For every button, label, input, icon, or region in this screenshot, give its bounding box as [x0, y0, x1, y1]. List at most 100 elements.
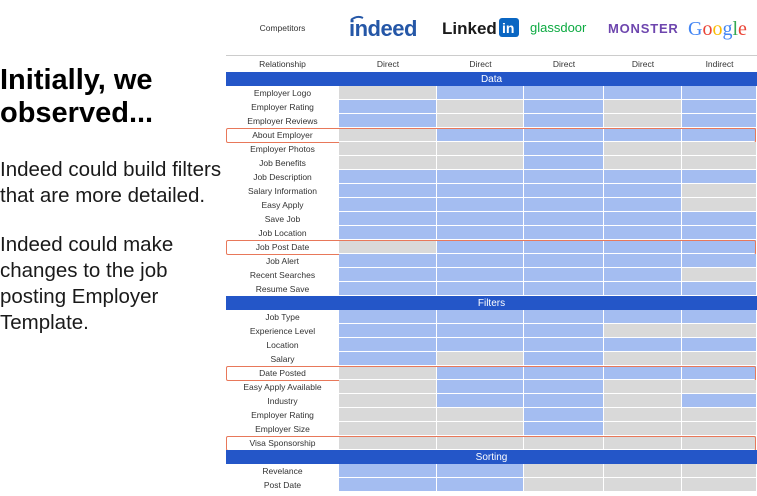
relationship-glassdoor: Direct [524, 55, 604, 72]
supported-cell [682, 254, 757, 268]
unsupported-cell [524, 478, 604, 492]
supported-cell [682, 226, 757, 240]
supported-cell [604, 268, 682, 282]
unsupported-cell [437, 422, 524, 436]
section-header-data: Data [226, 72, 757, 86]
unsupported-cell [682, 156, 757, 170]
observation-1: Indeed could build filters that are more… [0, 158, 222, 207]
supported-cell [524, 114, 604, 128]
unsupported-cell [682, 352, 757, 366]
supported-cell [339, 282, 437, 296]
supported-cell [524, 156, 604, 170]
relationship-label: Relationship [226, 55, 339, 72]
unsupported-cell [682, 464, 757, 478]
feature-label: Experience Level [249, 326, 316, 336]
unsupported-cell [437, 408, 524, 422]
feature-label: Visa Sponsorship [249, 438, 316, 448]
unsupported-cell [682, 478, 757, 492]
supported-cell [339, 254, 437, 268]
unsupported-cell [604, 464, 682, 478]
supported-cell [524, 198, 604, 212]
unsupported-cell [682, 142, 757, 156]
supported-cell [437, 170, 524, 184]
feature-label: Job Post Date [255, 242, 310, 252]
svg-text:indeed: indeed [349, 16, 417, 41]
feature-label: Location [266, 340, 299, 350]
unsupported-cell [437, 114, 524, 128]
supported-cell [604, 338, 682, 352]
svg-text:Google: Google [688, 18, 747, 40]
competitors-label: Competitors [259, 22, 306, 33]
feature-label: Employer Photos [250, 144, 315, 154]
unsupported-cell [339, 380, 437, 394]
unsupported-cell [604, 380, 682, 394]
unsupported-cell [682, 198, 757, 212]
supported-cell [524, 394, 604, 408]
linkedin-logo: Linked in [437, 0, 524, 55]
unsupported-cell [604, 408, 682, 422]
unsupported-cell [524, 464, 604, 478]
supported-cell [339, 226, 437, 240]
supported-cell [437, 464, 524, 478]
feature-label: Employer Size [255, 424, 310, 434]
supported-cell [339, 478, 437, 492]
supported-cell [437, 380, 524, 394]
supported-cell [524, 380, 604, 394]
feature-label: Salary Information [248, 186, 317, 196]
supported-cell [524, 226, 604, 240]
unsupported-cell [339, 86, 437, 100]
supported-cell [524, 212, 604, 226]
section-header-sorting: Sorting [226, 450, 757, 464]
supported-cell [682, 86, 757, 100]
feature-label: Employer Rating [251, 102, 314, 112]
slide-heading: Initially, we observed... [0, 64, 154, 129]
feature-label: Date Posted [259, 368, 306, 378]
unsupported-cell [339, 394, 437, 408]
supported-cell [437, 254, 524, 268]
supported-cell [524, 184, 604, 198]
unsupported-cell [437, 352, 524, 366]
supported-cell [339, 198, 437, 212]
supported-cell [524, 422, 604, 436]
supported-cell [604, 170, 682, 184]
supported-cell [437, 394, 524, 408]
unsupported-cell [682, 324, 757, 338]
feature-label: Job Type [265, 312, 300, 322]
supported-cell [524, 352, 604, 366]
feature-label: Employer Rating [251, 410, 314, 420]
feature-label: Job Location [258, 228, 307, 238]
supported-cell [604, 226, 682, 240]
unsupported-cell [339, 156, 437, 170]
supported-cell [604, 184, 682, 198]
supported-cell [339, 352, 437, 366]
glassdoor-logo: glassdoor [524, 0, 604, 55]
supported-cell [682, 170, 757, 184]
supported-cell [437, 310, 524, 324]
supported-cell [604, 198, 682, 212]
svg-text:glassdoor: glassdoor [530, 20, 587, 35]
monster-logo: MONSTER [604, 0, 682, 55]
svg-text:in: in [502, 20, 514, 36]
indeed-logo: indeed [339, 0, 437, 55]
supported-cell [524, 282, 604, 296]
supported-cell [339, 114, 437, 128]
relationship-monster: Direct [604, 55, 682, 72]
supported-cell [524, 310, 604, 324]
supported-cell [339, 184, 437, 198]
supported-cell [682, 338, 757, 352]
unsupported-cell [604, 100, 682, 114]
unsupported-cell [604, 156, 682, 170]
highlighted-row-outline [226, 365, 756, 381]
observation-2: Indeed could make changes to the job pos… [0, 233, 174, 334]
unsupported-cell [604, 324, 682, 338]
supported-cell [524, 100, 604, 114]
supported-cell [524, 142, 604, 156]
relationship-indeed: Direct [339, 55, 437, 72]
unsupported-cell [682, 380, 757, 394]
google-logo: Google [682, 0, 757, 55]
unsupported-cell [604, 422, 682, 436]
competitor-comparison-table: Competitors indeed Direct Linked in Direct gla… [226, 0, 757, 496]
unsupported-cell [604, 114, 682, 128]
unsupported-cell [604, 478, 682, 492]
unsupported-cell [604, 142, 682, 156]
